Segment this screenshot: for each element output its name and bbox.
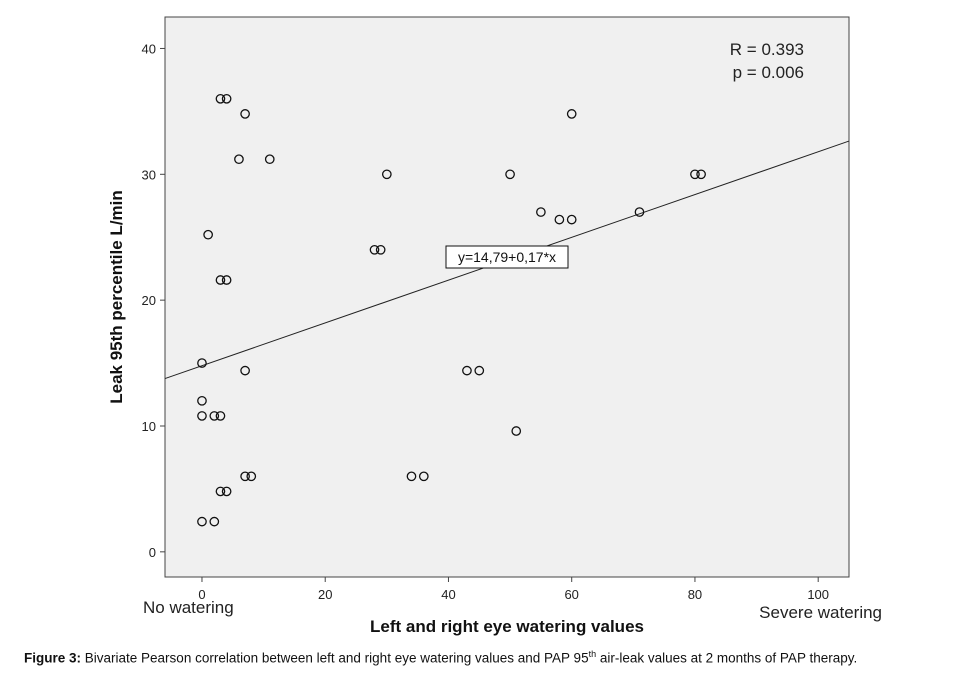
data-point-7 — [505, 169, 515, 180]
x-tick-label-100: 100 — [807, 587, 829, 602]
data-point-15 — [369, 244, 380, 255]
data-point-8 — [690, 169, 700, 180]
x-anchor-right-label: Severe watering — [759, 603, 882, 622]
data-point-21 — [462, 365, 472, 376]
data-point-35 — [209, 516, 220, 527]
data-point-26 — [215, 411, 226, 421]
fit-equation-box: y=14,79+0,17*x — [445, 245, 569, 269]
data-point-6 — [381, 169, 392, 180]
data-point-13 — [566, 214, 577, 225]
data-point-17 — [215, 275, 226, 285]
data-point-1 — [221, 93, 232, 104]
figure-caption-text-after: air-leak values at 2 months of PAP thera… — [596, 650, 858, 666]
data-point-10 — [536, 207, 546, 217]
data-point-16 — [375, 244, 386, 255]
data-point-19 — [197, 358, 207, 368]
figure-caption-superscript: th — [588, 649, 597, 659]
data-point-30 — [406, 471, 417, 482]
data-point-33 — [221, 486, 232, 497]
data-point-22 — [474, 365, 485, 376]
data-point-5 — [264, 154, 275, 165]
data-point-24 — [197, 411, 207, 421]
data-point-28 — [240, 471, 250, 482]
data-point-2 — [240, 109, 250, 119]
figure-caption: Figure 3: Bivariate Pearson correlation … — [24, 649, 964, 666]
y-tick-label-10: 10 — [142, 419, 156, 434]
data-point-29 — [246, 471, 257, 482]
data-point-18 — [221, 275, 232, 285]
figure-caption-text-before: Bivariate Pearson correlation between le… — [81, 650, 589, 666]
x-anchor-left-label: No watering — [143, 598, 234, 617]
y-axis-title: Leak 95th percentile L/min — [107, 190, 126, 404]
x-tick-label-0: 0 — [198, 587, 205, 602]
y-tick-label-30: 30 — [142, 167, 156, 182]
data-point-14 — [203, 229, 213, 240]
data-point-3 — [566, 109, 577, 119]
x-tick-label-80: 80 — [688, 587, 702, 602]
x-tick-label-40: 40 — [441, 587, 455, 602]
p-value-label: p = 0.006 — [733, 63, 804, 82]
data-point-32 — [215, 486, 226, 497]
data-point-31 — [418, 471, 429, 482]
x-tick-label-60: 60 — [564, 587, 578, 602]
data-point-27 — [511, 426, 522, 436]
data-point-4 — [234, 154, 244, 165]
y-tick-label-20: 20 — [142, 293, 156, 308]
data-point-9 — [696, 169, 706, 180]
data-point-11 — [634, 207, 645, 217]
y-tick-label-0: 0 — [149, 545, 156, 560]
data-point-25 — [209, 411, 220, 421]
scatter-chart: 0 20 40 60 80 100 0 10 20 30 40 Left and right eye… — [107, 16, 882, 636]
y-tick-label-40: 40 — [142, 41, 156, 56]
plot-area — [164, 16, 850, 578]
x-axis-title: Left and right eye watering values — [370, 617, 644, 636]
data-point-34 — [197, 516, 207, 527]
data-point-20 — [240, 365, 250, 376]
figure-caption-label: Figure 3: — [24, 650, 82, 666]
data-point-0 — [215, 93, 226, 104]
x-tick-label-20: 20 — [318, 587, 332, 602]
data-point-23 — [197, 395, 207, 406]
r-value-label: R = 0.393 — [730, 40, 804, 59]
fit-equation-label: y=14,79+0,17*x — [458, 249, 556, 265]
data-point-12 — [554, 214, 565, 225]
